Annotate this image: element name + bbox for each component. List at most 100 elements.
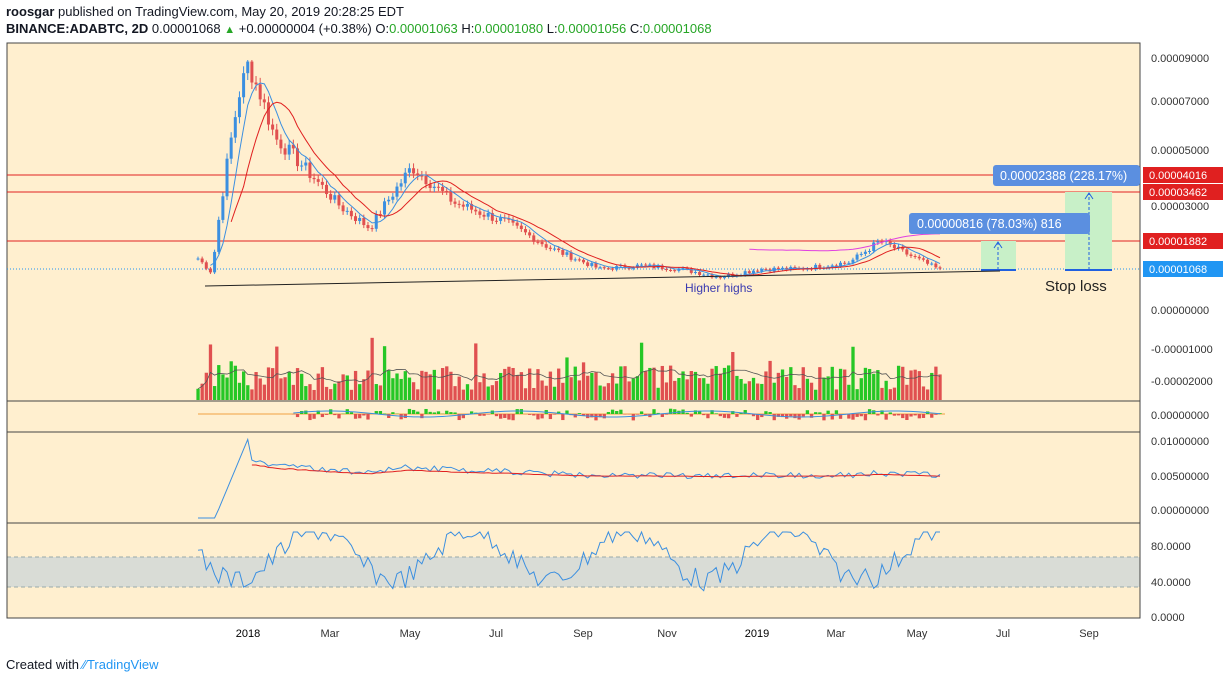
candle-body — [507, 218, 511, 220]
volume-bar — [880, 387, 884, 400]
volume-bar — [382, 346, 387, 400]
macd-histogram-bar — [702, 414, 706, 416]
candle-body — [325, 184, 329, 195]
volume-bar — [644, 371, 648, 400]
candle-body — [834, 265, 838, 267]
trend-line[interactable] — [204, 270, 1001, 287]
candle-body — [611, 268, 615, 270]
candle-body — [221, 196, 225, 220]
volume-bar — [478, 382, 482, 400]
author-name[interactable]: roosgar — [6, 4, 55, 19]
level-price-tag[interactable] — [1143, 184, 1223, 200]
target-label-2-box[interactable] — [993, 165, 1140, 186]
atr-pane[interactable] — [7, 432, 1140, 523]
tradingview-brand[interactable]: TradingView — [86, 657, 159, 672]
volume-bar — [615, 383, 619, 400]
volume-bar — [295, 368, 300, 400]
volume-bar — [482, 373, 486, 400]
macd-histogram-bar — [726, 414, 731, 419]
candle-body — [320, 181, 324, 185]
candle-body — [511, 219, 515, 223]
volume-bar — [855, 389, 859, 400]
volume-bar — [217, 365, 221, 400]
macd-histogram-bar — [366, 414, 370, 420]
macd-histogram-bar — [469, 411, 474, 414]
volume-bar — [913, 369, 917, 400]
macd-histogram-bar — [374, 411, 378, 414]
volume-bar — [896, 365, 901, 400]
volume-bar — [453, 386, 457, 400]
volume-bar — [387, 370, 391, 400]
volume-axis-label: 0.00000000 — [1151, 305, 1209, 317]
volume-bar — [432, 369, 436, 400]
moving-average-red[interactable] — [230, 101, 941, 276]
candle-body — [702, 274, 706, 276]
target-label-1-box[interactable] — [909, 213, 1090, 234]
volume-bar — [876, 370, 880, 400]
candle-body — [577, 259, 581, 261]
higher-highs-label[interactable]: Higher highs — [685, 281, 752, 295]
macd-histogram-bar — [519, 409, 524, 414]
macd-histogram-bar — [892, 414, 897, 416]
target-zone-1[interactable] — [981, 241, 1016, 270]
publish-info: published on TradingView.com, May 20, 20… — [58, 4, 404, 19]
candle-body — [283, 148, 287, 155]
macd-histogram-bar — [735, 414, 739, 417]
macd-pane[interactable] — [7, 401, 1140, 432]
candle-body — [395, 186, 399, 197]
volume-bar — [901, 366, 905, 400]
candle-body — [436, 186, 440, 188]
candle-body — [287, 144, 291, 155]
rsi-band — [7, 557, 1140, 587]
candle-body — [275, 129, 279, 140]
candle-body — [727, 273, 731, 278]
volume-bar — [905, 384, 909, 400]
price-axis[interactable] — [1140, 43, 1227, 618]
macd-histogram-bar — [772, 414, 776, 421]
candle-body — [590, 263, 594, 266]
volume-bar — [353, 370, 358, 400]
volume-bar — [785, 376, 789, 400]
volume-bar — [760, 383, 764, 400]
macd-histogram-bar — [668, 408, 673, 414]
volume-bar — [577, 380, 582, 400]
current-price-tag[interactable] — [1143, 261, 1223, 277]
volume-bar — [789, 367, 793, 400]
macd-histogram-bar — [814, 412, 818, 414]
volume-bar — [266, 367, 271, 400]
volume-bar — [271, 368, 275, 400]
volume-bar — [872, 373, 876, 400]
candle-body — [594, 263, 598, 268]
volume-bar — [552, 386, 557, 400]
macd-histogram-bar — [905, 414, 909, 420]
level-price-tag[interactable] — [1143, 167, 1223, 183]
candle-body — [449, 191, 453, 202]
candle-body — [685, 267, 689, 269]
volume-bar — [499, 372, 503, 400]
candle-body — [461, 204, 465, 207]
volume-bar — [233, 365, 238, 400]
rsi-line[interactable] — [197, 530, 940, 592]
macd-histogram-bar — [416, 411, 420, 414]
candle-body — [250, 61, 254, 83]
stop-loss-label[interactable]: Stop loss — [1045, 278, 1107, 295]
macd-histogram-bar — [445, 410, 449, 414]
arrow-up-icon — [1084, 192, 1094, 200]
macd-histogram-bar — [424, 408, 428, 414]
symbol-name[interactable]: BINANCE:ADABTC, 2D — [6, 21, 149, 36]
moving-average-magenta[interactable] — [749, 233, 941, 252]
volume-bar — [884, 380, 888, 400]
price-change: +0.00000004 (+0.38%) — [238, 21, 372, 36]
level-price-tag[interactable] — [1143, 233, 1223, 249]
volume-bar — [561, 382, 565, 400]
macd-histogram-bar — [714, 413, 718, 414]
candle-body — [540, 241, 544, 245]
macd-histogram-bar — [830, 414, 834, 420]
candle-body — [457, 203, 461, 205]
candle-body — [793, 266, 797, 268]
candle-body — [905, 249, 909, 255]
candle-body — [523, 229, 527, 233]
volume-bar — [519, 372, 524, 400]
time-axis-label: Jul — [489, 628, 503, 640]
